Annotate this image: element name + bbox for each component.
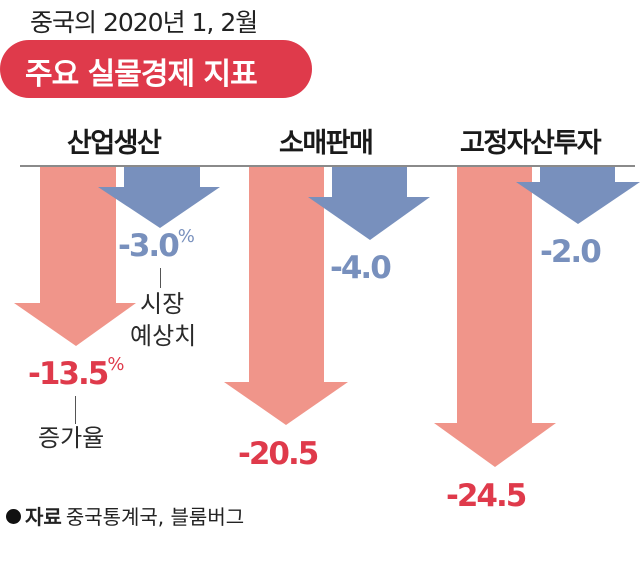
bullet-icon — [6, 509, 21, 524]
forecast-value-retail-sales: -4.0 — [330, 250, 392, 286]
forecast-leader-line — [160, 268, 161, 288]
chart-subtitle: 중국의 2020년 1, 2월 — [30, 8, 258, 37]
forecast-arrow-industrial-production — [98, 167, 220, 228]
actual-arrow-industrial-production — [14, 167, 136, 346]
percent-sign: % — [107, 354, 125, 375]
source-note: 자료 중국통계국, 블룸버그 — [6, 501, 244, 530]
actual-value-industrial-production: -13.5% — [28, 354, 125, 392]
actual-value-retail-sales: -20.5 — [238, 436, 319, 472]
actual-value-fixed-asset-investment: -24.5 — [446, 478, 527, 514]
chart-title-pill: 주요 실물경제 지표 — [0, 40, 312, 98]
actual-arrow-retail-sales — [224, 167, 348, 425]
actual-note: 증가율 — [38, 424, 105, 452]
source-label: 자료 — [25, 505, 62, 529]
actual-arrow-fixed-asset-investment — [434, 167, 556, 467]
category-label-fixed-asset-investment: 고정자산투자 — [460, 128, 602, 159]
forecast-note-line2: 예상치 — [130, 322, 197, 350]
forecast-value-industrial-production: -3.0% — [118, 226, 195, 264]
forecast-note-line1: 시장 — [140, 290, 185, 318]
chart-title: 주요 실물경제 지표 — [25, 57, 258, 92]
forecast-value-text: -3.0 — [118, 228, 180, 264]
category-label-industrial-production: 산업생산 — [67, 128, 162, 159]
source-text: 중국통계국, 블룸버그 — [65, 505, 245, 529]
forecast-arrow-fixed-asset-investment — [516, 167, 640, 224]
baseline-axis — [20, 165, 635, 167]
forecast-arrow-retail-sales — [308, 167, 430, 240]
category-label-retail-sales: 소매판매 — [279, 128, 374, 159]
actual-leader-line — [75, 396, 76, 424]
forecast-value-fixed-asset-investment: -2.0 — [540, 234, 602, 270]
actual-value-text: -13.5 — [28, 356, 109, 392]
percent-sign: % — [177, 226, 195, 247]
